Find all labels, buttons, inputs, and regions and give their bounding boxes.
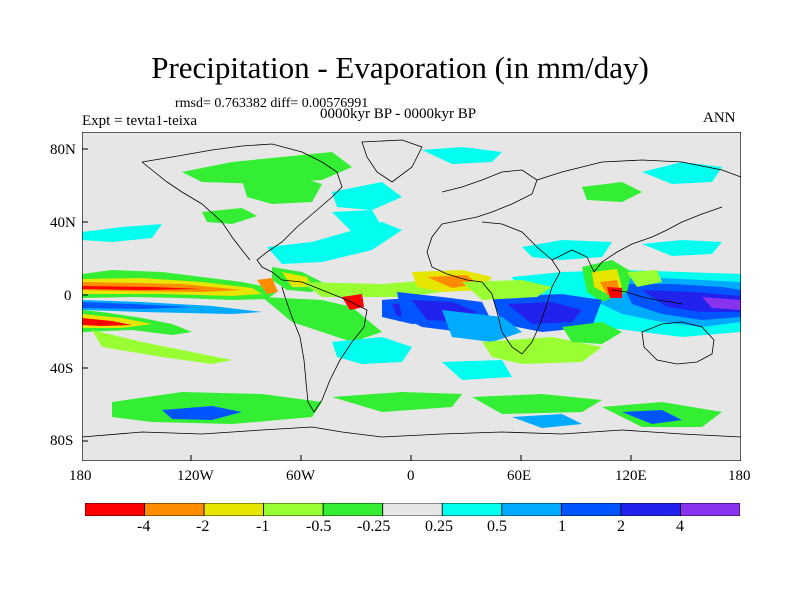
colorbar-cell <box>203 503 265 516</box>
colorbar-label: -1 <box>256 518 270 535</box>
lon-tick-60w: 60W <box>286 468 316 484</box>
map-title: Precipitation - Evaporation (in mm/day) <box>151 50 649 85</box>
period-label: 0000kyr BP - 0000kyr BP <box>320 106 477 122</box>
experiment-label: Expt = tevta1-teixa <box>82 113 198 129</box>
colorbar-cell <box>560 503 622 516</box>
high-latitude-bands <box>182 147 722 232</box>
southern-ocean-bands <box>112 392 722 428</box>
lon-tick-60e: 60E <box>507 468 532 484</box>
lat-tick-80n: 80N <box>50 142 76 158</box>
colorbar-cell <box>85 503 145 516</box>
colorbar-cell <box>382 503 443 516</box>
colorbar-label: 0.5 <box>487 518 507 535</box>
lon-tick-0: 0 <box>407 468 415 484</box>
colorbar-cell <box>680 503 740 516</box>
colorbar-label: -0.25 <box>357 518 391 535</box>
colorbar-label: 4 <box>676 518 684 535</box>
coastlines <box>82 139 741 438</box>
colorbar-cell <box>501 503 562 516</box>
colorbar-label: 0.25 <box>425 518 453 535</box>
colorbar-label: 1 <box>558 518 566 535</box>
lat-tick-40s: 40S <box>50 361 74 377</box>
colorbar-cell <box>620 503 681 516</box>
stats-text: rmsd= 0.763382 diff= 0.00576991 <box>175 96 369 111</box>
precip-evap-map <box>82 132 741 461</box>
lon-tick-120w: 120W <box>177 468 214 484</box>
lon-tick-180w: 180 <box>69 468 92 484</box>
colorbar-label: -2 <box>196 518 210 535</box>
colorbar-label: 2 <box>617 518 625 535</box>
colorbar-label: -0.5 <box>306 518 332 535</box>
lon-tick-120e: 120E <box>615 468 647 484</box>
colorbar-cell <box>441 503 503 516</box>
colorbar-cell <box>263 503 324 516</box>
colorbar-label: -4 <box>137 518 151 535</box>
colorbar-cell <box>322 503 384 516</box>
axis-ticks <box>82 148 632 461</box>
pacific-itcz-bands <box>82 208 277 364</box>
lon-tick-180e: 180 <box>728 468 751 484</box>
season-label: ANN <box>703 110 736 126</box>
lat-tick-80s: 80S <box>50 433 74 449</box>
colorbar <box>85 503 740 516</box>
lat-tick-40n: 40N <box>50 215 76 231</box>
lat-tick-eq: 0 <box>64 288 72 304</box>
colorbar-cell <box>144 503 205 516</box>
